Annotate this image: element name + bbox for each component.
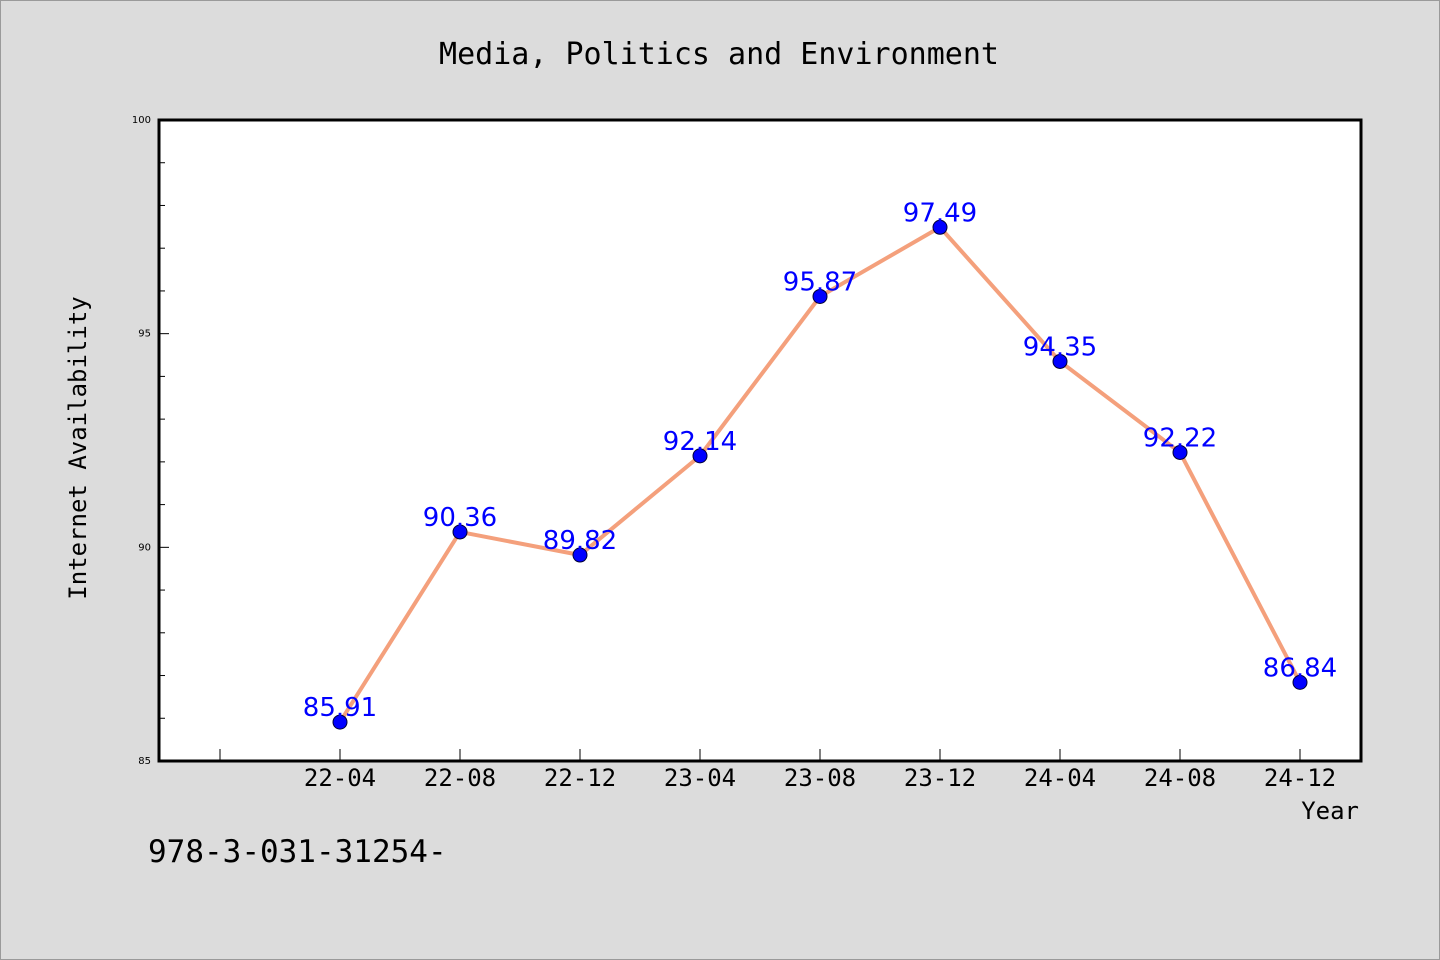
data-point (1292, 674, 1308, 690)
data-label: 86.84 (1263, 653, 1337, 683)
x-tick-label: 23-04 (664, 764, 736, 792)
y-tick-label: 100 (132, 115, 151, 126)
data-label: 95.87 (783, 267, 857, 297)
data-label: 85.91 (303, 693, 377, 723)
data-label: 92.22 (1143, 423, 1217, 453)
y-tick-label: 85 (138, 756, 151, 767)
data-labels: 85.91 90.36 89.82 92.14 95.87 97.49 94.35 92.22… (303, 198, 1337, 723)
y-axis-label: Internet Availability (64, 296, 92, 599)
data-label: 92.14 (663, 427, 737, 457)
data-label: 97.49 (903, 198, 977, 228)
plot-area (157, 118, 1363, 763)
x-tick-label: 22-12 (544, 764, 616, 792)
data-label: 94.35 (1023, 332, 1097, 362)
chart-title: Media, Politics and Environment (439, 37, 999, 72)
x-tick-label: 23-08 (784, 764, 856, 792)
data-point (572, 547, 588, 563)
x-tick-label: 24-04 (1024, 764, 1096, 792)
data-point (332, 714, 348, 730)
x-tick-label: 22-08 (424, 764, 496, 792)
data-point (1172, 444, 1188, 460)
x-tick-label: 22-04 (304, 764, 376, 792)
x-axis-label: Year (1301, 797, 1359, 825)
y-axis: 85 90 95 100 (132, 115, 169, 767)
data-point (452, 524, 468, 540)
y-tick-label: 95 (138, 329, 151, 340)
x-tick-label: 24-08 (1144, 764, 1216, 792)
data-label: 89.82 (543, 526, 617, 556)
x-axis: 22-04 22-08 22-12 23-04 23-08 23-12 24-04 24-08… (219, 749, 1336, 792)
data-point (692, 448, 708, 464)
data-point (1052, 353, 1068, 369)
x-tick-label: 23-12 (904, 764, 976, 792)
data-label: 90.36 (423, 503, 497, 533)
y-tick-label: 90 (138, 542, 151, 553)
data-point (932, 219, 948, 235)
x-tick-label: 24-12 (1264, 764, 1336, 792)
data-point (812, 288, 828, 304)
footer-code: 978-3-031-31254- (148, 834, 447, 870)
data-markers (332, 219, 1308, 730)
